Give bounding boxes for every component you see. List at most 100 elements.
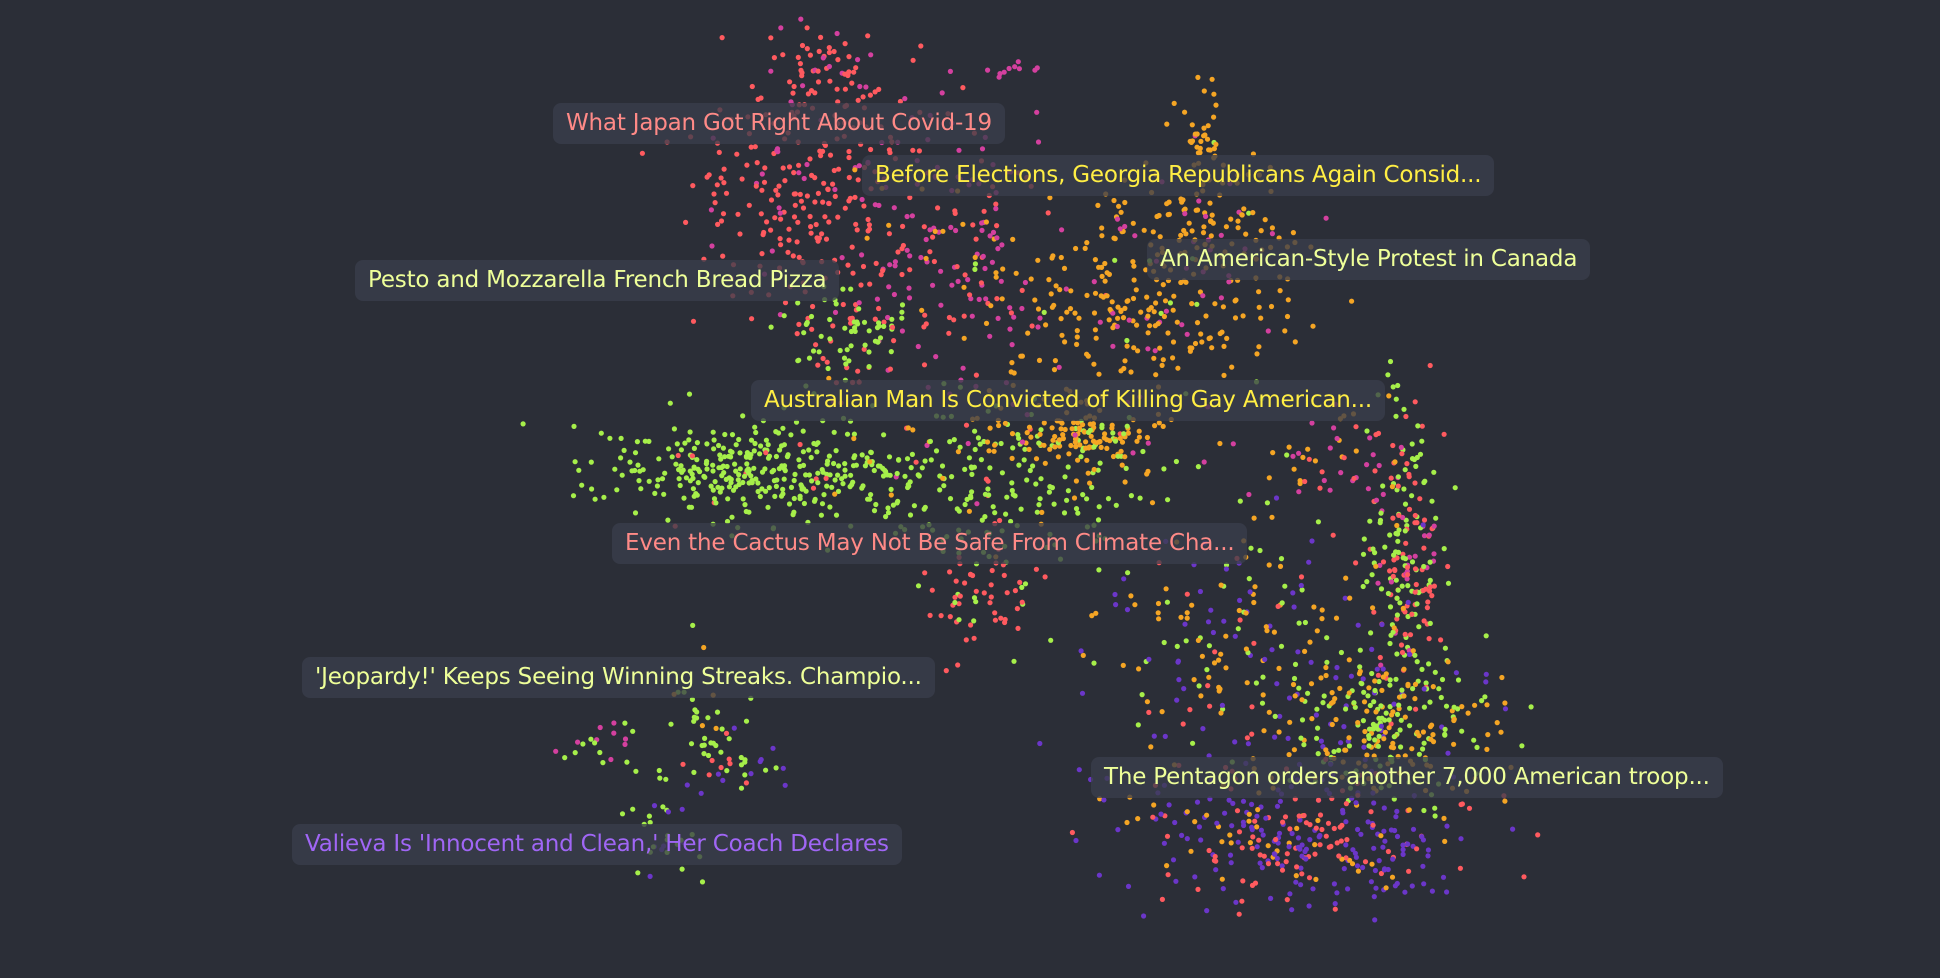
data-point[interactable] [1327,487,1333,493]
data-point[interactable] [850,479,856,485]
data-point[interactable] [1226,279,1232,285]
data-point[interactable] [706,772,712,778]
data-point[interactable] [855,57,861,63]
data-point[interactable] [860,263,867,270]
data-point[interactable] [809,172,815,178]
data-point[interactable] [873,260,879,266]
data-point[interactable] [803,472,809,478]
data-point[interactable] [1089,613,1095,619]
data-point[interactable] [1019,353,1025,359]
data-point[interactable] [1217,330,1223,337]
data-point[interactable] [801,330,807,336]
data-point[interactable] [735,477,741,483]
data-point[interactable] [689,471,695,477]
data-point[interactable] [1164,599,1170,605]
data-point[interactable] [973,588,979,594]
data-point[interactable] [881,319,887,325]
data-point[interactable] [1035,324,1041,330]
data-point[interactable] [1403,413,1409,420]
data-point[interactable] [1375,672,1381,678]
data-point[interactable] [786,237,792,243]
data-point[interactable] [1355,720,1361,726]
data-point[interactable] [597,724,603,731]
data-point[interactable] [1290,453,1296,459]
data-point[interactable] [868,52,874,58]
data-point[interactable] [1091,361,1097,367]
data-point[interactable] [592,740,598,746]
data-point[interactable] [1071,419,1077,426]
data-point[interactable] [1038,427,1044,433]
data-point[interactable] [1383,885,1389,891]
data-point[interactable] [1307,837,1313,843]
data-point[interactable] [1195,637,1201,644]
data-point[interactable] [723,190,730,196]
data-point[interactable] [742,502,748,508]
data-point[interactable] [899,309,905,315]
data-point[interactable] [1293,879,1299,885]
data-point[interactable] [1114,216,1121,222]
data-point[interactable] [1145,346,1151,352]
data-point[interactable] [1059,332,1065,338]
data-point[interactable] [635,462,641,468]
data-point[interactable] [1211,114,1217,120]
data-point[interactable] [695,466,701,472]
data-point[interactable] [1302,848,1308,855]
data-point[interactable] [1042,460,1048,466]
data-point[interactable] [765,504,771,510]
data-point[interactable] [630,728,636,734]
data-point[interactable] [806,472,813,478]
data-point[interactable] [721,180,727,186]
data-point[interactable] [930,234,936,240]
data-point[interactable] [1009,431,1016,437]
data-point[interactable] [1306,559,1312,565]
data-point[interactable] [888,349,894,355]
data-point[interactable] [1390,384,1396,390]
data-point[interactable] [871,467,877,474]
data-point[interactable] [1162,733,1168,740]
data-point[interactable] [799,42,806,49]
data-point[interactable] [1324,750,1330,757]
data-point[interactable] [1417,496,1423,502]
data-point[interactable] [1332,901,1338,907]
data-point[interactable] [1112,257,1118,263]
data-point[interactable] [1016,462,1022,468]
data-point[interactable] [842,467,848,473]
data-point[interactable] [1343,706,1349,712]
data-point[interactable] [1237,597,1243,604]
data-point[interactable] [786,226,792,232]
data-point[interactable] [719,35,725,41]
data-point[interactable] [667,400,673,406]
data-point[interactable] [992,610,998,616]
data-point[interactable] [831,48,837,55]
data-point[interactable] [1170,339,1177,345]
data-point[interactable] [937,487,943,493]
data-point[interactable] [1430,684,1436,690]
data-point[interactable] [1135,722,1141,728]
data-point[interactable] [1130,450,1136,456]
data-point[interactable] [1371,894,1377,900]
data-point[interactable] [1008,369,1014,375]
data-point[interactable] [771,478,778,484]
data-point[interactable] [1218,710,1224,716]
data-point[interactable] [1178,614,1184,620]
data-point[interactable] [1004,590,1010,596]
data-point[interactable] [1192,819,1198,825]
data-point[interactable] [773,483,780,489]
data-point[interactable] [742,772,748,778]
data-point[interactable] [718,764,724,771]
data-point[interactable] [715,484,721,490]
data-point[interactable] [1249,704,1255,710]
data-point[interactable] [1300,454,1306,460]
data-point[interactable] [716,149,722,155]
data-point[interactable] [963,422,970,428]
data-point[interactable] [855,177,861,183]
data-point[interactable] [866,364,872,370]
data-point[interactable] [994,223,1000,229]
data-point[interactable] [867,92,874,98]
data-point[interactable] [608,756,614,763]
data-point[interactable] [1375,743,1381,749]
data-point[interactable] [1184,331,1190,337]
data-point[interactable] [848,343,854,349]
data-point[interactable] [1189,602,1195,608]
data-point[interactable] [1062,339,1068,345]
